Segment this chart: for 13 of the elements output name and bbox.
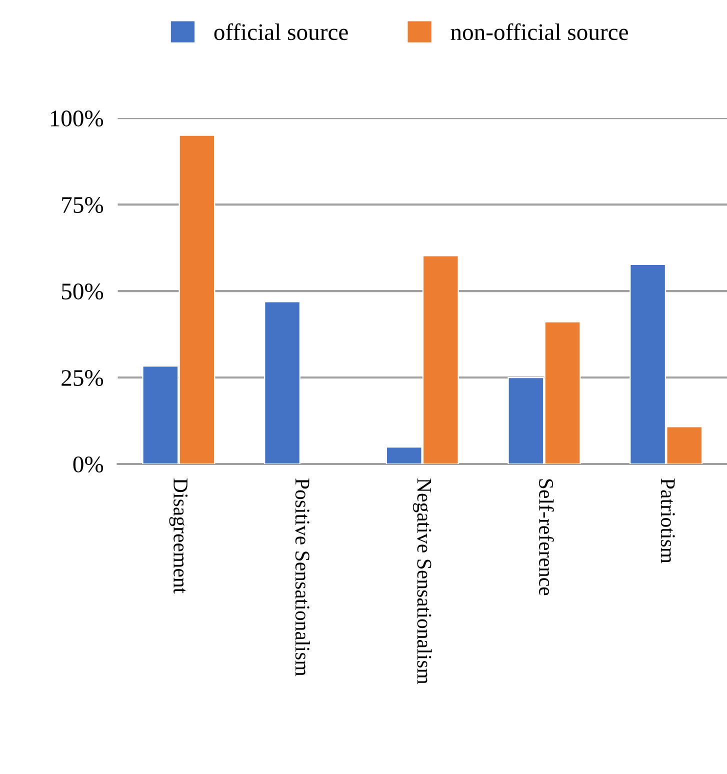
x-tick-label: Disagreement (169, 478, 188, 594)
x-tick-label: Patriotism (660, 478, 675, 564)
y-tick-label: 100% (50, 110, 104, 127)
legend-label: non-official source (450, 23, 628, 40)
y-tick-label: 0% (73, 456, 104, 473)
x-tick-label: Positive Sensationalism (295, 478, 310, 676)
bar (264, 301, 300, 464)
y-tick-label: 50% (62, 284, 104, 300)
legend-label: official source (214, 23, 348, 40)
x-tick-label: Self-reference (539, 479, 554, 596)
y-tick-label: 25% (62, 370, 104, 386)
y-tick-label: 75% (62, 197, 104, 214)
x-tick-label: Negative Sensationalism (412, 478, 432, 684)
